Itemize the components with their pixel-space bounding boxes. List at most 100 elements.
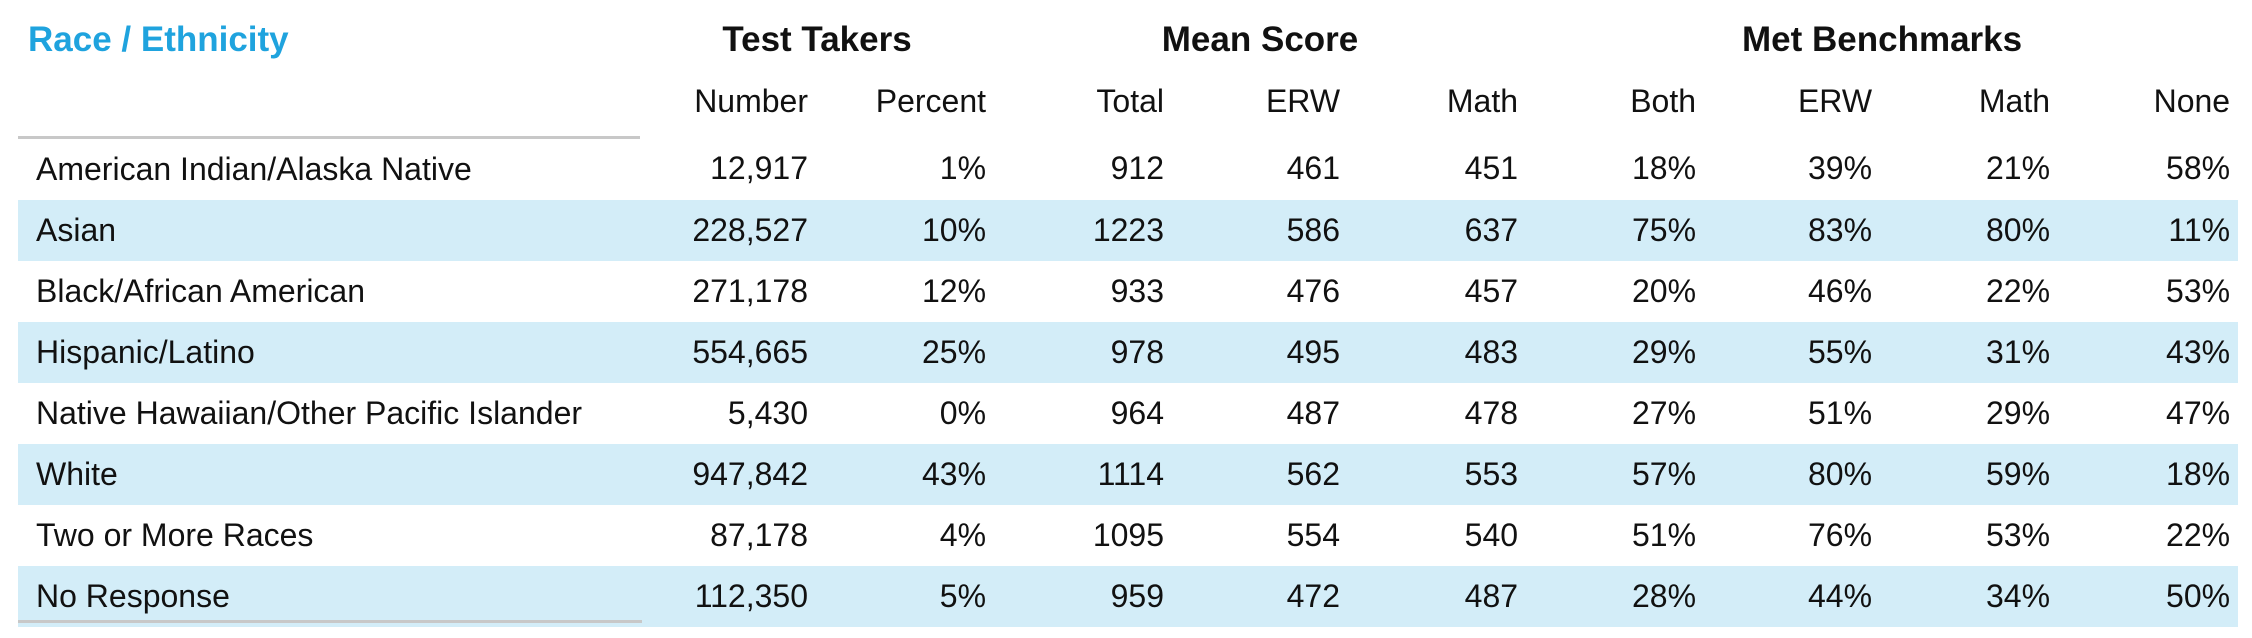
column-header-percent: Percent: [875, 83, 987, 120]
row-label: No Response: [18, 566, 640, 627]
cell-both: 29%: [1526, 322, 1705, 383]
column-header-total: Total: [1096, 83, 1165, 120]
cell-benchmark-erw: 55%: [1704, 322, 1881, 383]
table-row: No Response 112,350 5% 959 472 487 28% 44% 34% 50…: [18, 566, 2239, 627]
cell-mean-math: 487: [1348, 566, 1527, 627]
cell-mean-math: 540: [1464, 517, 1519, 553]
column-header-number: Number: [694, 83, 808, 120]
cell-benchmark-erw: 39%: [1807, 150, 1873, 187]
row-label: Native Hawaiian/Other Pacific Islander: [36, 395, 583, 431]
cell-benchmark-math: 80%: [1880, 200, 2059, 261]
cell-mean-erw: 487: [1286, 395, 1341, 431]
cell-benchmark-erw: 80%: [1704, 444, 1881, 505]
cell-number: 271,178: [692, 273, 808, 309]
table-row: Black/African American 271,178 12% 933 476 45…: [18, 261, 2238, 322]
cell-total: 912: [1110, 150, 1165, 187]
cell-none: 43%: [2058, 322, 2239, 383]
cell-both: 75%: [1526, 200, 1705, 261]
cell-benchmark-erw: 44%: [1704, 566, 1881, 627]
cell-total: 1095: [1092, 517, 1165, 553]
cell-mean-erw: 562: [1172, 444, 1349, 505]
cell-total: 933: [1110, 273, 1165, 309]
cell-none: 11%: [2058, 200, 2239, 261]
cell-both: 57%: [1526, 444, 1705, 505]
cell-mean-math: 637: [1348, 200, 1527, 261]
cell-number: 112,350: [640, 566, 816, 627]
cell-mean-erw: 472: [1172, 566, 1349, 627]
cell-both: 51%: [1631, 517, 1697, 553]
cell-none: 47%: [2166, 395, 2231, 431]
cell-percent: 43%: [816, 444, 995, 505]
table-row: Native Hawaiian/Other Pacific Islander 5,…: [18, 383, 2238, 444]
column-header-benchmark-erw: ERW: [1797, 83, 1873, 120]
row-label: American Indian/Alaska Native: [36, 151, 472, 187]
row-label: Asian: [18, 200, 640, 261]
cell-number: 228,527: [640, 200, 816, 261]
cell-benchmark-erw: 83%: [1704, 200, 1881, 261]
cell-none: 18%: [2058, 444, 2239, 505]
cell-benchmark-erw: 51%: [1807, 395, 1873, 431]
cell-number: 5,430: [727, 395, 808, 431]
sat-results-table: Race / Ethnicity Test Takers Mean Score …: [18, 14, 2239, 627]
row-label: Hispanic/Latino: [18, 322, 640, 383]
cell-percent: 25%: [816, 322, 995, 383]
cell-none: 50%: [2058, 566, 2239, 627]
cell-mean-math: 451: [1464, 150, 1519, 187]
cell-benchmark-math: 21%: [1985, 150, 2051, 187]
table-row: Asian 228,527 10% 1223 586 637 75% 83% 80% 11%: [18, 200, 2239, 261]
cell-mean-erw: 554: [1286, 517, 1341, 553]
cell-mean-math: 478: [1464, 395, 1519, 431]
label-column-header: [18, 66, 640, 139]
cell-mean-erw: 461: [1286, 150, 1341, 187]
table-row: White 947,842 43% 1114 562 553 57% 80% 59% 18%: [18, 444, 2239, 505]
cell-mean-erw: 476: [1286, 273, 1341, 309]
cell-benchmark-math: 29%: [1985, 395, 2051, 431]
group-header-test-takers: Test Takers: [722, 20, 912, 59]
cell-percent: 1%: [939, 150, 987, 187]
cell-number: 12,917: [710, 150, 808, 187]
cell-both: 20%: [1631, 273, 1697, 309]
row-label: Black/African American: [36, 273, 366, 309]
cell-mean-math: 483: [1348, 322, 1527, 383]
cell-percent: 4%: [939, 517, 987, 553]
column-header-row: Number Percent Total ERW Math Both ERW M…: [18, 66, 2238, 139]
row-label: White: [18, 444, 640, 505]
cell-benchmark-math: 53%: [1985, 517, 2051, 553]
group-header-mean-score: Mean Score: [1161, 20, 1359, 59]
cell-both: 28%: [1526, 566, 1705, 627]
cell-none: 53%: [2166, 273, 2231, 309]
group-header-met-benchmarks: Met Benchmarks: [1742, 20, 2023, 59]
row-label: Two or More Races: [36, 517, 314, 553]
column-header-both: Both: [1630, 83, 1697, 120]
cell-number: 87,178: [710, 517, 808, 553]
cell-percent: 10%: [816, 200, 995, 261]
cell-mean-math: 457: [1464, 273, 1519, 309]
column-header-mean-erw: ERW: [1265, 83, 1341, 120]
table-body: American Indian/Alaska Native 12,917 1% 912…: [18, 138, 2239, 627]
cell-benchmark-erw: 46%: [1807, 273, 1873, 309]
cell-total: 978: [994, 322, 1173, 383]
bottom-rule: [18, 620, 642, 623]
cell-benchmark-math: 22%: [1985, 273, 2051, 309]
cell-none: 58%: [2166, 150, 2231, 187]
cell-both: 27%: [1631, 395, 1697, 431]
cell-percent: 5%: [816, 566, 995, 627]
cell-number: 554,665: [640, 322, 816, 383]
cell-none: 22%: [2166, 517, 2231, 553]
column-header-mean-math: Math: [1446, 83, 1519, 120]
cell-total: 964: [1110, 395, 1165, 431]
cell-benchmark-math: 34%: [1880, 566, 2059, 627]
cell-benchmark-math: 31%: [1880, 322, 2059, 383]
cell-total: 959: [994, 566, 1173, 627]
cell-number: 947,842: [640, 444, 816, 505]
cell-mean-erw: 586: [1172, 200, 1349, 261]
cell-percent: 12%: [921, 273, 987, 309]
table-row: American Indian/Alaska Native 12,917 1% 912…: [18, 138, 2238, 201]
table-row: Hispanic/Latino 554,665 25% 978 495 483 29% 55%…: [18, 322, 2239, 383]
table-title: Race / Ethnicity: [28, 20, 289, 59]
table-row: Two or More Races 87,178 4% 1095 554 540 51% 76…: [18, 505, 2238, 566]
column-header-benchmark-math: Math: [1978, 83, 2051, 120]
cell-total: 1114: [994, 444, 1173, 505]
cell-benchmark-math: 59%: [1880, 444, 2059, 505]
